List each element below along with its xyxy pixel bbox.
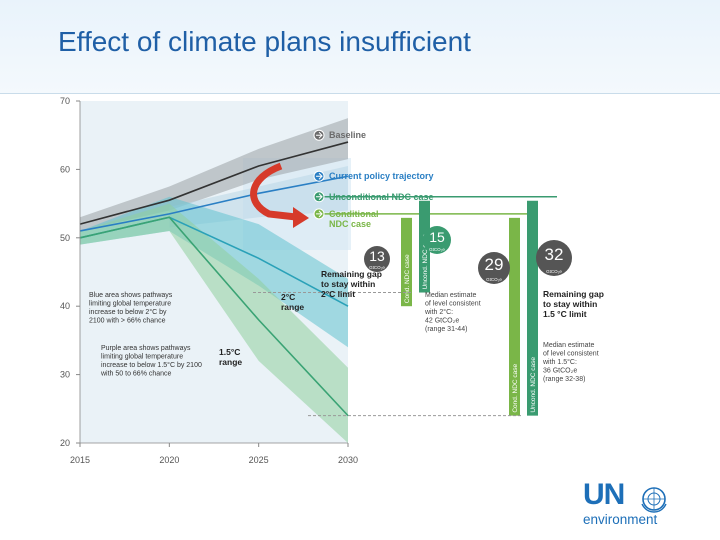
uncond-arrow-icon — [316, 193, 323, 201]
cond-label: NDC case — [329, 219, 371, 229]
median-2c-text-line: (range 31-44) — [425, 326, 467, 333]
gap-15c-text-line: to stay within — [543, 299, 597, 309]
x-tick-label: 2025 — [249, 455, 269, 465]
gap-2c-cond-value: 13 — [369, 248, 385, 264]
gap-2c-uncond-unit: GtCO₂e — [429, 247, 445, 252]
bar-15c-uncond-label: Uncond. NDC case — [530, 357, 537, 413]
baseline-label: Baseline — [329, 130, 366, 140]
median-15c-text-line: Median estimate — [543, 342, 594, 349]
range-15c-text-line: 1.5°C — [219, 347, 240, 357]
gap-15c-cond-value: 29 — [485, 255, 504, 274]
onefive-c-band — [80, 203, 348, 443]
gap-15c-uncond-bubble — [536, 240, 572, 276]
purple-note-text-line: limiting global temperature — [101, 354, 183, 361]
blue-note-text-line: increase to below 2°C by — [89, 308, 167, 316]
bar-15c-cond-label: Cond. NDC case — [512, 363, 519, 412]
baseline-line — [79, 141, 349, 225]
median-2c-text-line: of level consistent — [425, 301, 481, 308]
range-15c-text-line: range — [219, 357, 242, 367]
title-band — [0, 0, 720, 94]
title-divider — [0, 93, 720, 94]
gap-2c-uncond-value: 15 — [429, 229, 445, 245]
blue-note-text-line: 2100 with > 66% chance — [89, 318, 166, 325]
y-tick-label: 50 — [60, 233, 70, 243]
un-environment-logo: UN environment — [583, 478, 675, 528]
purple-note-text-line: with 50 to 66% chance — [100, 371, 172, 378]
median-15c-text-line: 36 GtCO₂e — [543, 368, 577, 375]
range-2c-text-line: range — [281, 302, 304, 312]
x-tick-label: 2030 — [338, 455, 358, 465]
y-tick-label: 30 — [60, 370, 70, 380]
y-tick-label: 20 — [60, 438, 70, 448]
slide-title: Effect of climate plans insufficient — [58, 26, 471, 57]
cond-label: Conditional — [329, 209, 379, 219]
blue-note-text-line: Blue area shows pathways — [89, 292, 173, 299]
gap-2c-cond-bubble — [364, 246, 390, 272]
y-tick-label: 70 — [60, 96, 70, 106]
gap-15c-text-line: Remaining gap — [543, 289, 604, 299]
bar-2c-cond-label: Cond. NDC case — [404, 254, 411, 303]
cond-arrow-icon — [316, 210, 323, 218]
median-15c-text-line: of level consistent — [543, 351, 599, 358]
logo-un-text: UN — [583, 478, 625, 511]
gap-2c-text-line: 2°C limit — [321, 289, 355, 299]
bar-15c-cond — [509, 217, 520, 416]
bar-2c-cond — [401, 217, 412, 307]
range-2c-text-line: 2°C — [281, 292, 295, 302]
un-emblem-icon — [641, 487, 667, 513]
bar-2c-uncond — [419, 200, 430, 293]
gap-2c-cond-unit: GtCO₂e — [369, 265, 385, 270]
current-line — [79, 175, 349, 232]
logo-environment-text: environment — [583, 512, 658, 527]
y-tick-label: 40 — [60, 301, 70, 311]
gap-15c-text-line: 1.5 °C limit — [543, 309, 587, 319]
blue-note-text-line: limiting global temperature — [89, 301, 171, 308]
current-arrow-icon — [316, 172, 323, 180]
red-curved-arrow-icon — [250, 162, 297, 221]
median-2c-text-line: with 2°C: — [424, 308, 453, 316]
median-15c-text-line: with 1.5°C: — [542, 358, 577, 366]
purple-note-text-line: increase to below 1.5°C by 2100 — [101, 361, 202, 369]
bar-2c-uncond-label: Uncond. NDC case — [422, 234, 429, 290]
baseline-band — [80, 118, 348, 231]
current-label: Current policy trajectory — [329, 171, 434, 181]
purple-note-text-line: Purple area shows pathways — [101, 345, 191, 352]
gap-15c-cond-bubble — [478, 252, 510, 284]
onefive-c-line — [79, 216, 349, 417]
gap-2c-uncond-bubble — [423, 226, 451, 254]
gap-15c-uncond-value: 32 — [545, 245, 564, 264]
median-15c-text-line: (range 32-38) — [543, 376, 585, 383]
x-tick-label: 2020 — [159, 455, 179, 465]
x-tick-label: 2015 — [70, 455, 90, 465]
red-arrow-head-icon — [293, 207, 309, 228]
gap-2c-text-line: to stay within — [321, 279, 375, 289]
median-2c-text-line: 42 GtCO₂e — [425, 318, 459, 325]
gap-2c-text-line: Remaining gap — [321, 269, 382, 279]
gap-15c-uncond-unit: GtCO₂e — [546, 269, 562, 274]
bar-15c-uncond — [527, 200, 538, 416]
baseline-arrow-icon — [316, 131, 323, 139]
uncond-label: Unconditional NDC case — [329, 192, 434, 202]
median-2c-text-line: Median estimate — [425, 292, 476, 299]
gap-15c-cond-unit: GtCO₂e — [486, 277, 502, 282]
y-tick-label: 60 — [60, 164, 70, 174]
